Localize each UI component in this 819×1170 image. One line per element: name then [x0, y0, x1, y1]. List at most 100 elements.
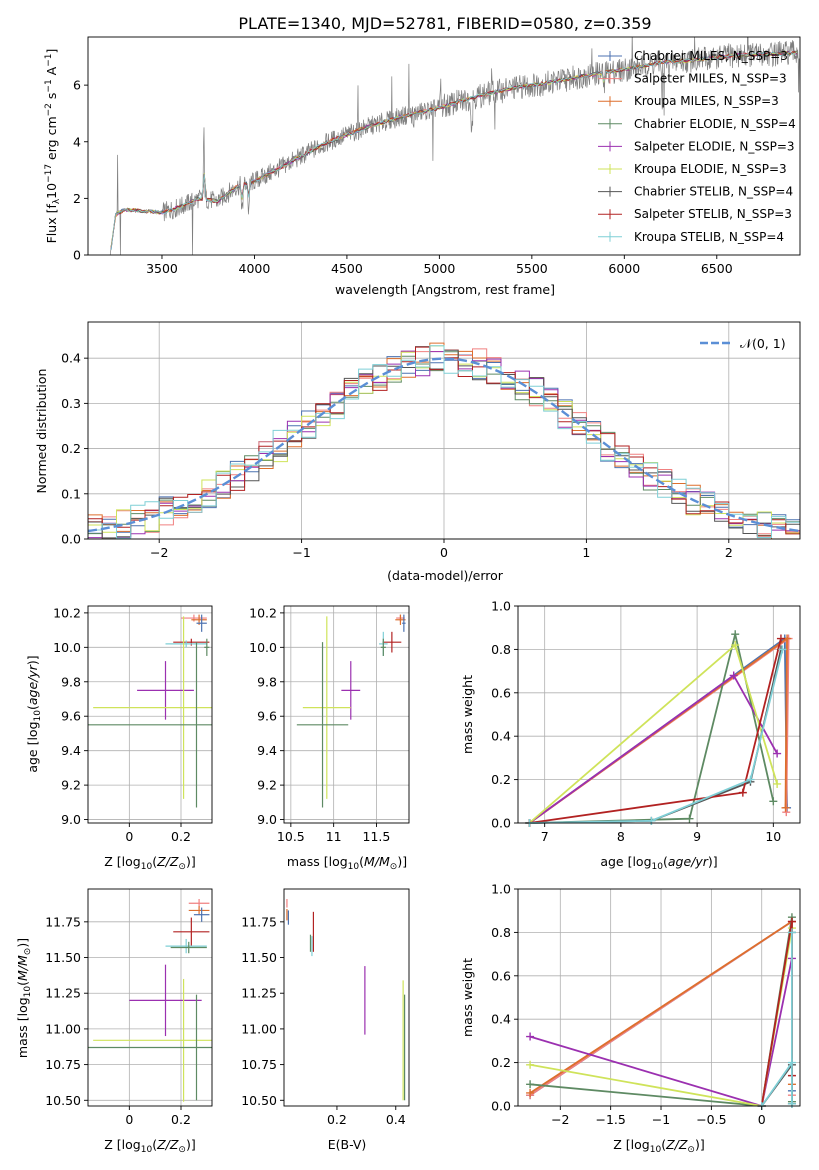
spectrum-xtick-label: 4000 [239, 261, 271, 276]
age_vs_Z-ytick-label: 9.2 [61, 778, 81, 793]
age_vs_mass-ytick-label: 9.8 [257, 674, 277, 689]
weight-vs-age-xlabel-part: age/yr [668, 854, 709, 869]
age-vs-Z-ylabel-part: 10 [33, 710, 43, 722]
residuals-xtick-label: −1 [292, 545, 310, 560]
mass-vs-Z-xlabel-part: ⊙ [178, 1145, 186, 1155]
weight_vs_Z-ytick-label: 0.4 [491, 1012, 511, 1027]
age_vs_mass-ytick-label: 9.0 [257, 812, 277, 827]
weight-vs-Z-xlabel: Z [log10(Z/Z⊙)] [613, 1137, 704, 1155]
figure-title: PLATE=1340, MJD=52781, FIBERID=0580, z=0… [238, 14, 651, 33]
residuals-ytick-label: 0.1 [61, 486, 81, 501]
age_vs_Z-ytick-label: 10.0 [53, 640, 81, 655]
spectrum-legend-label: Chabrier STELIB, N_SSP=4 [634, 185, 793, 199]
spectrum-legend-label: Chabrier MILES, N_SSP=3 [634, 49, 788, 63]
weight_vs_age-point-marker [776, 634, 785, 643]
spectrum-legend-label: Salpeter ELODIE, N_SSP=3 [634, 139, 795, 153]
mass-vs-Z-xlabel: Z [log10(Z/Z⊙)] [104, 1137, 195, 1155]
age-vs-Z-xlabel-part: ( [152, 854, 157, 869]
age_vs_Z-ytick-label: 9.6 [61, 709, 81, 724]
weight-vs-Z-xlabel-part: ( [661, 1137, 666, 1152]
spectrum-xtick-label: 5000 [423, 261, 455, 276]
weight-vs-age-xlabel-part: )] [708, 854, 718, 869]
weight_vs_age-series-line [528, 674, 778, 824]
age_vs_mass-ytick-label: 9.6 [257, 709, 277, 724]
gaussian-curve [88, 357, 800, 533]
mass_vs_Z-xtick-label: 0.2 [171, 1112, 191, 1127]
age-vs-mass-xlabel-part: ⊙ [390, 862, 398, 872]
spectrum-ylabel-part: −1 [44, 54, 54, 67]
mass-vs-Z-ylabel-part: ⊙ [23, 948, 33, 956]
mass_vs_ebv-xtick-label: 0.4 [386, 1112, 406, 1127]
mass_vs_ebv-frame [283, 888, 410, 1107]
weight_vs_age-ytick-label: 0.4 [491, 729, 511, 744]
spectrum-ylabel-part: A [44, 66, 59, 79]
age-vs-mass-xlabel-part: 10 [348, 862, 360, 872]
mass_vs_Z-ytick-label: 11.25 [45, 986, 81, 1001]
age-vs-mass-xlabel-part: M/M [364, 854, 390, 869]
spectrum-frame [87, 36, 801, 256]
age_vs_mass-plot [296, 614, 406, 808]
weight_vs_age-point-marker [731, 641, 740, 650]
mass_vs_Z-ytick-label: 10.75 [45, 1057, 81, 1072]
weight_vs_Z-xtick-label: 0 [758, 1112, 766, 1127]
weight_vs_age-point-marker [685, 814, 694, 823]
mass_vs_ebv-ytick-label: 11.75 [241, 914, 277, 929]
spectrum-xtick-label: 4500 [331, 261, 363, 276]
weight_vs_age-xtick-label: 7 [541, 829, 549, 844]
age_vs_Z-ytick-label: 9.8 [61, 674, 81, 689]
age-vs-Z-ylabel: age [log10(age/yr)] [25, 655, 43, 772]
weight_vs_age-ytick-label: 0.6 [491, 685, 511, 700]
weight_vs_age-ytick-label: 0.2 [491, 772, 511, 787]
residuals-ytick-label: 0.4 [61, 351, 81, 366]
weight-vs-Z-xlabel-part: ⊙ [687, 1145, 695, 1155]
weight_vs_Z-ytick-label: 0.0 [491, 1099, 511, 1114]
weight-vs-Z-xlabel-part: Z/Z [665, 1137, 688, 1152]
weight_vs_age-point-marker [773, 779, 782, 788]
mass-vs-Z-xlabel-part: Z [log [104, 1137, 140, 1152]
residuals-xtick-label: 1 [582, 545, 590, 560]
weight_vs_age-frame [517, 605, 801, 824]
weight_vs_Z-ytick-label: 0.2 [491, 1055, 511, 1070]
weight_vs_Z-point-marker [787, 928, 796, 937]
weight_vs_age-series-line [529, 649, 784, 824]
weight_vs_age-point-marker [781, 803, 790, 812]
age-vs-Z-xlabel-part: Z/Z [156, 854, 179, 869]
mass_vs_Z-ytick-label: 11.50 [45, 950, 81, 965]
spectrum-ylabel-part: s [44, 93, 59, 104]
spectrum-xtick-label: 6000 [608, 261, 640, 276]
spectrum-xtick-label: 5500 [516, 261, 548, 276]
age-vs-Z-ylabel-part: )] [25, 655, 40, 665]
weight_vs_Z-ylabel: mass weight [460, 958, 475, 1037]
spectrum-xtick-label: 6500 [701, 261, 733, 276]
age_vs_mass-ytick-label: 9.4 [257, 743, 277, 758]
age_vs_Z-plot [88, 614, 212, 808]
weight_vs_Z-ytick-label: 1.0 [491, 882, 511, 897]
mass-vs-Z-xlabel-part: )] [186, 1137, 196, 1152]
mass_vs_ebv-xtick-label: 0.2 [327, 1112, 347, 1127]
weight-vs-age-xlabel: age [log10(age/yr)] [600, 854, 717, 872]
mass_vs_ebv-ytick-label: 10.50 [241, 1093, 277, 1108]
weight_vs_age-point-marker [769, 797, 778, 806]
residuals-xtick-label: −2 [150, 545, 168, 560]
weight-vs-Z-xlabel-part: )] [695, 1137, 705, 1152]
spectrum-legend-label: Salpeter MILES, N_SSP=3 [634, 72, 787, 86]
age-vs-mass-xlabel: mass [log10(M/M⊙)] [287, 854, 407, 872]
mass-vs-Z-ylabel-part: )] [15, 938, 30, 948]
age-vs-Z-xlabel-part: ⊙ [178, 862, 186, 872]
residuals-xtick-label: 0 [440, 545, 448, 560]
age-vs-Z-ylabel-part: ( [25, 705, 40, 710]
mass-vs-ebv-xlabel: E(B-V) [328, 1137, 367, 1152]
residuals-ytick-label: 0.0 [61, 532, 81, 547]
spectrum-ylabel-part: λ [52, 198, 62, 204]
age-vs-Z-ylabel-part: age [log [25, 721, 40, 772]
weight_vs_Z-point-marker [787, 1058, 796, 1067]
weight_vs_age-point-marker [773, 749, 782, 758]
spectrum-ytick-label: 4 [73, 134, 81, 149]
mass_vs_Z-ytick-label: 11.00 [45, 1021, 81, 1036]
weight_vs_age-point-marker [729, 671, 738, 680]
weight_vs_age-xtick-label: 10 [765, 829, 781, 844]
weight_vs_Z-ytick-label: 0.6 [491, 968, 511, 983]
age-vs-mass-xlabel-part: mass [log [287, 854, 348, 869]
weight_vs_age-point-marker [738, 788, 747, 797]
